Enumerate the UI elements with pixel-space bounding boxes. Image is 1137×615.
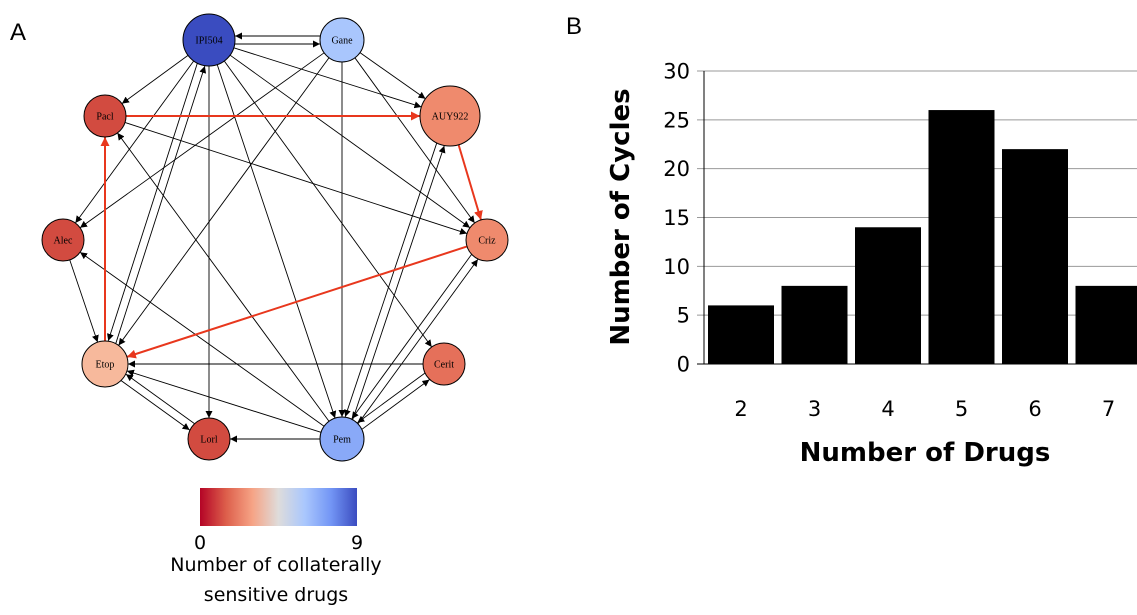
panel-label-a: A — [10, 19, 26, 46]
bar-6 — [1002, 149, 1068, 364]
edge-gane-to-etop — [118, 57, 330, 346]
edge-gane-to-criz — [354, 57, 476, 224]
bar-3 — [781, 285, 848, 364]
bar-chart: 0 5 10 15 20 25 30 2 3 4 5 6 7 Number of Drugs Numb… — [606, 60, 1137, 468]
x-tick-label-3: 3 — [808, 397, 821, 421]
network-edges — [69, 32, 483, 443]
edge-auy922-to-pem — [344, 143, 438, 418]
y-tick-label-20: 20 — [663, 157, 690, 181]
node-criz: Criz — [465, 218, 509, 262]
y-tick-label-30: 30 — [663, 60, 690, 84]
network-nodes: IPI504 Gane AUY922 Criz Cerit Pem Lorl Etop Alec… — [41, 13, 509, 462]
edge-ipi504-to-pem — [216, 64, 337, 419]
node-cerit-label: Cerit — [434, 360, 454, 371]
edge-ipi504-to-cerit — [223, 60, 433, 348]
colorbar: 0 9 Number of collaterally sensitive dru… — [170, 488, 382, 606]
x-tick-label-5: 5 — [955, 397, 968, 421]
node-criz-circle — [465, 218, 509, 262]
bar-5 — [928, 110, 995, 364]
y-tick-label-25: 25 — [663, 108, 690, 132]
colorbar-gradient — [200, 488, 357, 526]
edge-pem-to-cerit — [361, 379, 430, 430]
node-gane-label: Gane — [331, 36, 353, 47]
node-etop-label: Etop — [96, 360, 115, 371]
node-cerit-circle — [422, 342, 466, 386]
bar-7 — [1075, 285, 1137, 364]
node-cerit: Cerit — [422, 342, 466, 386]
y-tick-label-5: 5 — [677, 304, 690, 328]
edge-lorl-to-etop — [125, 373, 195, 424]
edge-ipi504-to-criz — [229, 54, 471, 229]
node-lorl-circle — [187, 417, 231, 461]
colorbar-caption-line1: Number of collaterally — [170, 554, 381, 576]
chart-y-axis-title: Number of Cycles — [606, 88, 636, 345]
x-tick-label-6: 6 — [1028, 397, 1041, 421]
colorbar-caption-line2: sensitive drugs — [204, 584, 348, 606]
edge-alec-to-etop — [69, 259, 99, 343]
node-alec-circle — [41, 218, 85, 262]
edge-pem-to-criz — [357, 259, 479, 424]
edge-auy922-to-criz — [457, 144, 483, 221]
node-lorl: Lorl — [187, 417, 231, 461]
x-tick-label-2: 2 — [734, 397, 747, 421]
edge-pem-to-etop — [126, 369, 322, 433]
colorbar-min-label: 0 — [194, 532, 206, 554]
node-pacl-circle — [83, 94, 127, 138]
y-tick-label-0: 0 — [677, 353, 690, 377]
bar-2 — [708, 305, 774, 364]
panel-label-b: B — [566, 13, 582, 40]
node-gane-circle — [319, 17, 365, 63]
node-pem: Pem — [319, 416, 365, 462]
node-ipi504: IPI504 — [182, 13, 236, 67]
edge-pacl-to-criz — [124, 122, 468, 235]
chart-x-ticks: 2 3 4 5 6 7 — [734, 397, 1115, 421]
edge-ipi504-to-auy922 — [233, 47, 422, 109]
edge-criz-to-pem — [351, 254, 472, 420]
node-lorl-label: Lorl — [200, 435, 217, 446]
node-auy922-circle — [419, 85, 481, 147]
edge-gane-to-alec — [79, 52, 325, 229]
edge-pem-to-alec — [79, 251, 325, 427]
node-pem-circle — [319, 416, 365, 462]
colorbar-max-label: 9 — [351, 532, 363, 554]
edge-etop-to-ipi504 — [115, 65, 207, 344]
x-tick-label-7: 7 — [1102, 397, 1115, 421]
node-pacl-label: Pacl — [96, 112, 113, 123]
chart-bars — [708, 110, 1137, 364]
node-alec-label: Alec — [54, 236, 73, 247]
edge-ipi504-to-alec — [75, 60, 195, 224]
edge-pem-to-auy922 — [352, 145, 446, 420]
y-tick-label-10: 10 — [663, 255, 690, 279]
edge-ipi504-to-etop — [107, 63, 198, 342]
node-auy922-label: AUY922 — [432, 112, 469, 123]
node-etop: Etop — [81, 340, 129, 388]
edge-gane-to-auy922 — [359, 52, 426, 100]
edge-cerit-to-pem — [357, 372, 425, 424]
x-tick-label-4: 4 — [881, 397, 894, 421]
chart-x-axis-title: Number of Drugs — [800, 438, 1051, 468]
edge-pem-to-pacl — [117, 132, 330, 422]
node-auy922: AUY922 — [419, 85, 481, 147]
node-gane: Gane — [319, 17, 365, 63]
node-pacl: Pacl — [83, 94, 127, 138]
edge-etop-to-lorl — [121, 380, 190, 431]
node-pem-label: Pem — [333, 435, 351, 446]
node-ipi504-label: IPI504 — [195, 36, 222, 47]
node-ipi504-circle — [182, 13, 236, 67]
node-alec: Alec — [41, 218, 85, 262]
y-tick-label-15: 15 — [663, 206, 690, 230]
edge-ipi504-to-pacl — [121, 54, 189, 104]
bar-4 — [855, 227, 921, 364]
chart-y-ticks: 0 5 10 15 20 25 30 — [663, 60, 690, 377]
edge-criz-to-etop — [126, 245, 468, 359]
network-graph: IPI504 Gane AUY922 Criz Cerit Pem Lorl Etop Alec… — [41, 13, 509, 462]
node-criz-label: Criz — [478, 236, 496, 247]
node-etop-circle — [81, 340, 129, 388]
